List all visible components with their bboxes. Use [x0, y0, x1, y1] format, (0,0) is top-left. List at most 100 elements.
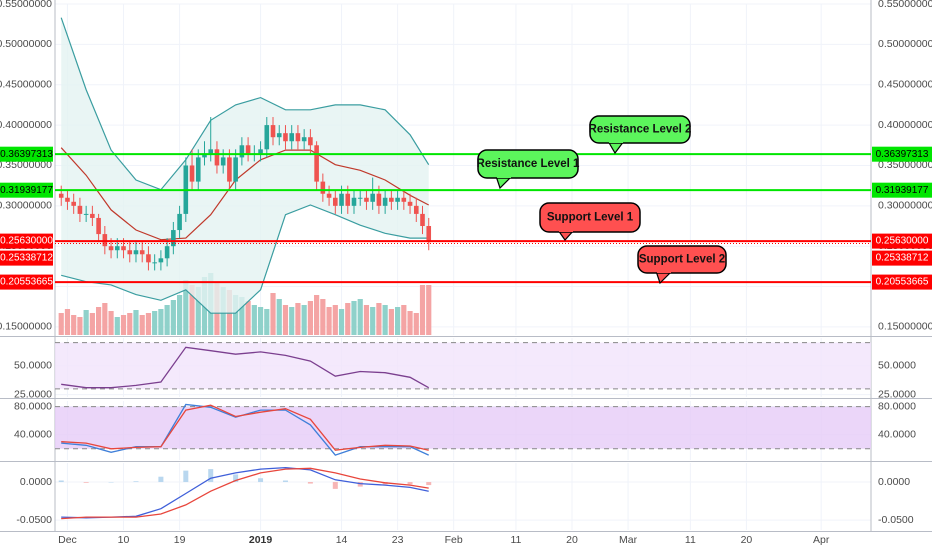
y-tick-label-right: 80.0000 [878, 400, 916, 412]
indicator-line [61, 404, 429, 451]
x-tick-label: Mar [619, 534, 638, 546]
level-label-left: 0.25338712 [0, 253, 53, 264]
x-tick-label: 14 [336, 534, 348, 546]
candle-body [127, 250, 133, 255]
volume-bar [71, 315, 77, 335]
candle-body [189, 165, 195, 182]
volume-bar [376, 303, 382, 335]
volume-bar [58, 313, 64, 335]
candle-body [320, 181, 326, 194]
candle-body [376, 193, 382, 206]
level-box-right [872, 182, 932, 198]
callout-text: Support Level 1 [547, 212, 634, 224]
histogram-bar [208, 469, 214, 483]
candle-body [364, 197, 369, 202]
volume-bar [114, 317, 120, 335]
candle-body [121, 246, 126, 251]
x-tick-label: Feb [445, 534, 463, 546]
volume-bar [345, 303, 351, 335]
volume-bar [276, 299, 282, 335]
level-label-right: 0.25630000 [876, 236, 929, 247]
volume-bar [133, 310, 139, 335]
candle-body [65, 197, 70, 202]
level-box-left [0, 233, 53, 249]
x-tick-label: 20 [566, 534, 578, 546]
level-box-right [872, 274, 932, 290]
volume-bar [195, 287, 201, 335]
candle-body [395, 197, 400, 202]
volume-bar [264, 309, 270, 335]
x-tick-label: 10 [118, 534, 130, 546]
y-tick-label-left: 0.35000000 [0, 159, 52, 171]
histogram-bar [183, 470, 189, 483]
candle-body [208, 149, 214, 154]
volume-bar [170, 300, 176, 335]
histogram-bar [426, 482, 432, 486]
volume-bar [176, 295, 183, 335]
callout-box [539, 202, 641, 233]
volume-bar [407, 311, 413, 335]
volume-bar [251, 305, 257, 335]
level-label-right: 0.20553665 [876, 277, 929, 288]
volume-bar [426, 285, 432, 335]
volume-bar [307, 301, 313, 335]
volume-bar [338, 309, 345, 335]
volume-bar [370, 307, 376, 335]
candle-body [370, 193, 375, 202]
candle-body [71, 201, 76, 206]
indicator-line [61, 467, 429, 520]
indicator-line [60, 147, 429, 241]
candle-body [171, 230, 176, 247]
volume-bar [363, 305, 370, 335]
y-tick-label-right: -0.0500 [878, 514, 914, 526]
candle-body [270, 125, 276, 138]
volume-bar [96, 307, 102, 335]
indicator-line [60, 17, 430, 191]
y-tick-label-right: 0.0000 [878, 476, 910, 488]
volume-bar [357, 299, 363, 335]
candle-body [357, 197, 363, 199]
candle-body [258, 149, 263, 154]
y-tick-label-left: -0.0500 [16, 514, 52, 526]
volume-bar [401, 305, 407, 335]
band-fill [61, 17, 429, 314]
volume-bar [257, 307, 264, 335]
level-label-left: 0.36397313 [0, 149, 53, 160]
level-box-right [872, 146, 932, 162]
candle-body [214, 149, 220, 166]
y-tick-label-right: 0.35000000 [878, 159, 932, 171]
candle-body [146, 254, 151, 263]
y-tick-label-right: 0.55000000 [878, 0, 932, 10]
volume-bar [332, 305, 338, 335]
indicator-band [55, 406, 871, 449]
volume-bar [233, 295, 239, 335]
callout-box [477, 149, 579, 179]
y-tick-label-right: 50.0000 [878, 360, 916, 372]
volume-bar [419, 285, 426, 335]
histogram-bar [83, 482, 89, 483]
volume-bar [102, 303, 108, 335]
candle-body [413, 205, 419, 214]
candle-body [276, 133, 282, 138]
histogram-bar [357, 482, 363, 487]
y-tick-label-right: 40.0000 [878, 428, 916, 440]
level-label-left: 0.25630000 [0, 236, 53, 247]
callout-text: Resistance Level 1 [477, 158, 581, 170]
candle-body [58, 193, 64, 198]
y-tick-label-left: 40.0000 [14, 428, 52, 440]
x-tick-label: 11 [685, 534, 696, 546]
candle-body [177, 213, 182, 231]
candle-body [289, 133, 295, 142]
candle-body [420, 213, 425, 227]
volume-bar [301, 305, 307, 335]
candle-body [426, 226, 432, 243]
candle-body [301, 137, 307, 142]
y-tick-label-right: 0.40000000 [878, 119, 932, 131]
y-tick-label-left: 25.0000 [14, 388, 52, 400]
y-tick-label-left: 0.40000000 [0, 119, 52, 131]
candle-body [114, 246, 120, 251]
volume-bar [183, 280, 189, 335]
level-label-right: 0.31939177 [876, 185, 929, 196]
histogram-bar [407, 482, 413, 485]
